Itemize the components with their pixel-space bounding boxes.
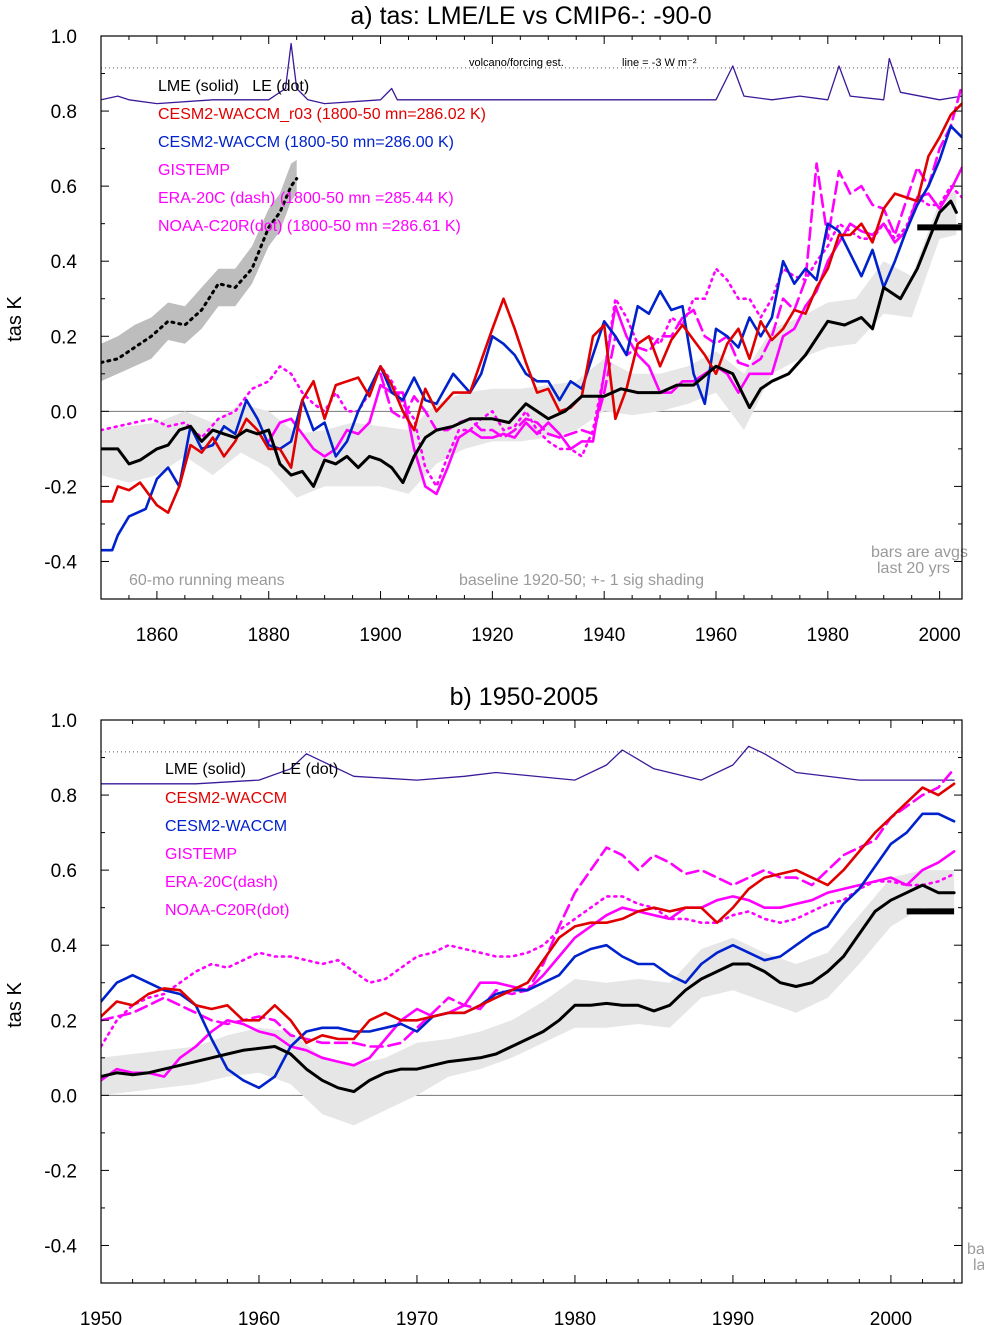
x-tick-label: 1920 bbox=[471, 625, 513, 646]
panel-a-axes: 1860 1880 1900 1920 1940 1960 1980 2000 -0.4 -0.2… bbox=[44, 27, 963, 646]
y-tick-label: -0.4 bbox=[44, 1236, 77, 1257]
y-tick-label: 0.6 bbox=[51, 861, 77, 882]
y-tick-label: 1.0 bbox=[51, 27, 77, 48]
le-shade-band bbox=[101, 159, 297, 382]
x-tick-label: 1990 bbox=[712, 1309, 754, 1325]
y-tick-label: -0.4 bbox=[44, 552, 77, 573]
legend-a-cesm2-r03: CESM2-WACCM_r03 (1800-50 mn=286.02 K) bbox=[158, 106, 486, 123]
panel-b-bars-note-1: ba bbox=[967, 1241, 984, 1258]
panel-a-bars-note-1: bars are avgs bbox=[871, 544, 968, 561]
y-tick-label: 0.8 bbox=[51, 786, 77, 807]
legend-b-noaa: NOAA-C20R(dot) bbox=[165, 902, 289, 919]
panel-a-ylabel: tas K bbox=[4, 296, 26, 342]
legend-a-cesm2: CESM2-WACCM (1800-50 mn=286.00 K) bbox=[158, 134, 454, 151]
panel-b-ylabel: tas K bbox=[4, 982, 26, 1028]
legend-a-lme-le: LME (solid) LE (dot) bbox=[158, 78, 309, 95]
y-tick-label: 0.4 bbox=[51, 936, 78, 957]
lme-shade-band bbox=[101, 870, 955, 1126]
panel-b: b) 1950-2005 tas K LME (solid) LE (dot) … bbox=[4, 683, 984, 1325]
panel-a-forcing-note: volcano/forcing est. bbox=[469, 57, 564, 69]
x-tick-label: 1860 bbox=[136, 625, 178, 646]
x-tick-label: 1950 bbox=[80, 1309, 122, 1325]
y-tick-label: 0.0 bbox=[51, 1086, 77, 1107]
panel-b-axes: 1950 1960 1970 1980 1990 2000 -0.4 -0.2 0.0 0.2 0.… bbox=[44, 711, 963, 1325]
legend-b-lme-le: LME (solid) LE (dot) bbox=[165, 761, 338, 778]
series-cesm2-r03-line bbox=[101, 782, 956, 1045]
panel-a: a) tas: LME/LE vs CMIP6-: -90-0 tas K LM… bbox=[4, 2, 968, 646]
x-tick-label: 1970 bbox=[396, 1309, 438, 1325]
x-tick-label: 1940 bbox=[583, 625, 625, 646]
series-noaa-c20r-line bbox=[101, 872, 956, 1048]
legend-b-gistemp: GISTEMP bbox=[165, 846, 237, 863]
y-tick-label: 0.2 bbox=[51, 1011, 77, 1032]
x-tick-label: 2000 bbox=[918, 625, 960, 646]
panel-a-title: a) tas: LME/LE vs CMIP6-: -90-0 bbox=[350, 2, 711, 30]
panel-b-series bbox=[101, 745, 956, 1094]
y-tick-label: 0.4 bbox=[51, 252, 78, 273]
panel-b-bars-note-2: la bbox=[973, 1257, 984, 1274]
x-tick-label: 1980 bbox=[554, 1309, 596, 1325]
y-tick-label: -0.2 bbox=[44, 1161, 77, 1182]
panel-a-baseline-note: baseline 1920-50; +- 1 sig shading bbox=[459, 572, 704, 589]
y-tick-label: 1.0 bbox=[51, 711, 77, 732]
lme-shade-band bbox=[101, 189, 957, 498]
panel-b-title: b) 1950-2005 bbox=[450, 683, 599, 711]
legend-b-era20c: ERA-20C(dash) bbox=[165, 874, 278, 891]
x-tick-label: 1980 bbox=[807, 625, 849, 646]
panel-a-forcing-line-note: line = -3 W m⁻² bbox=[622, 57, 697, 69]
x-tick-label: 1880 bbox=[248, 625, 290, 646]
series-cesm2-r03-line bbox=[101, 102, 962, 515]
panel-a-shading bbox=[101, 159, 957, 498]
series-cesm2-line bbox=[101, 812, 956, 1090]
legend-a-gistemp: GISTEMP bbox=[158, 162, 230, 179]
series-le-line bbox=[101, 177, 299, 364]
x-tick-label: 2000 bbox=[870, 1309, 912, 1325]
panel-b-gridlines bbox=[101, 751, 962, 1096]
y-tick-label: 0.8 bbox=[51, 102, 77, 123]
y-tick-label: 0.0 bbox=[51, 402, 77, 423]
y-tick-label: 0.6 bbox=[51, 177, 77, 198]
legend-a-noaa: NOAA-C20R(dot) (1800-50 mn =286.61 K) bbox=[158, 218, 461, 235]
panel-b-shading bbox=[101, 870, 955, 1126]
panel-a-legend: LME (solid) LE (dot) CESM2-WACCM_r03 (18… bbox=[158, 78, 486, 235]
legend-b-cesm2: CESM2-WACCM bbox=[165, 818, 287, 835]
panel-a-bars-note-2: last 20 yrs bbox=[877, 560, 950, 577]
legend-a-era20c: ERA-20C (dash) (1800-50 mn =285.44 K) bbox=[158, 190, 454, 207]
series-lme-line bbox=[101, 199, 958, 488]
plot-frame bbox=[100, 35, 963, 600]
panel-b-legend: LME (solid) LE (dot) CESM2-WACCM CESM2-W… bbox=[165, 761, 338, 919]
panel-a-running-mean-note: 60-mo running means bbox=[129, 572, 285, 589]
y-tick-label: -0.2 bbox=[44, 477, 77, 498]
panel-a-series bbox=[101, 42, 962, 552]
x-tick-label: 1960 bbox=[695, 625, 737, 646]
series-era20c-line bbox=[379, 83, 962, 439]
series-noaa-c20r-line bbox=[101, 184, 962, 488]
series-gistemp-line bbox=[267, 166, 962, 496]
plot-frame bbox=[100, 719, 963, 1284]
x-tick-label: 1900 bbox=[359, 625, 401, 646]
series-cesm2-line bbox=[101, 124, 962, 552]
legend-b-cesm2-r03: CESM2-WACCM bbox=[165, 790, 287, 807]
series-forcing-line bbox=[101, 42, 962, 105]
x-tick-label: 1960 bbox=[238, 1309, 280, 1325]
series-lme-line bbox=[101, 883, 956, 1094]
series-forcing-line bbox=[101, 745, 955, 785]
y-tick-label: 0.2 bbox=[51, 327, 77, 348]
